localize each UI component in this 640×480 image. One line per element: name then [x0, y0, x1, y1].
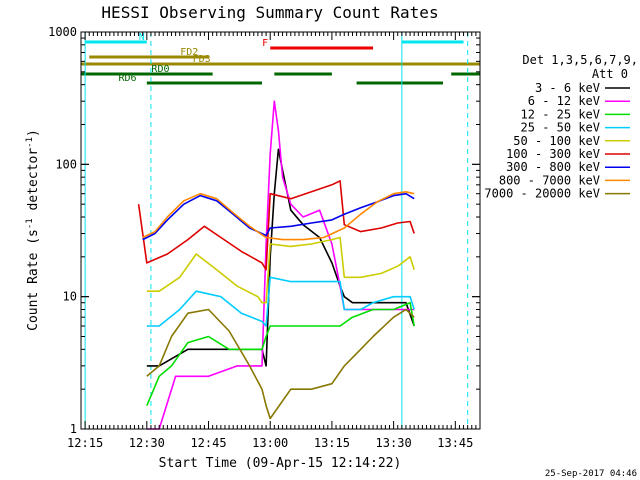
- x-tick-label: 13:00: [252, 436, 288, 450]
- y-tick-label: 100: [55, 157, 77, 171]
- series-line-9: [146, 308, 415, 420]
- x-tick-label: 12:45: [190, 436, 226, 450]
- y-axis-label-end: ): [26, 129, 41, 137]
- legend-entry-label: 12 - 25 keV: [521, 107, 600, 121]
- x-axis-label: Start Time (09-Apr-15 12:14:22): [159, 456, 402, 471]
- flag-label-rd6: RD6: [119, 73, 137, 84]
- y-axis-label-mid: detector: [26, 148, 41, 219]
- y-tick-label: 1: [70, 422, 77, 436]
- series-line-1: [146, 148, 415, 367]
- y-axis: 1 10 100 1000: [48, 25, 480, 436]
- y-tick-label: 1000: [48, 25, 77, 39]
- y-axis-label: Count Rate (s-1 detector-1): [25, 129, 41, 331]
- y-axis-label-main: Count Rate (s: [26, 229, 41, 331]
- legend-header-line1: Det 1,3,5,6,7,9,: [522, 53, 638, 67]
- footer-timestamp: 25-Sep-2017 04:46: [545, 469, 637, 479]
- x-tick-label: 13:30: [376, 436, 412, 450]
- series-line-8: [142, 191, 415, 241]
- flag-label-n: N: [139, 32, 145, 43]
- flag-label-fd3: FD3: [193, 54, 211, 65]
- series-line-6: [137, 180, 415, 271]
- flag-label-rd0: RD0: [151, 64, 169, 75]
- legend-header-line2: Att 0: [592, 67, 628, 81]
- series-group: [137, 100, 415, 430]
- legend-entry-label: 300 - 800 keV: [506, 160, 600, 174]
- series-line-5: [146, 236, 415, 304]
- x-tick-label: 12:30: [129, 436, 165, 450]
- x-tick-label: 13:45: [437, 436, 473, 450]
- y-axis-label-sup2: -1: [25, 137, 35, 148]
- x-tick-label: 12:15: [67, 436, 103, 450]
- y-axis-label-sup1: -1: [25, 218, 35, 229]
- series-line-4: [146, 276, 415, 327]
- legend-entry-label: 50 - 100 keV: [513, 134, 600, 148]
- y-tick-label: 10: [63, 290, 77, 304]
- legend-entry-label: 800 - 7000 keV: [499, 173, 600, 187]
- flag-label-f: F: [262, 38, 268, 49]
- legend-entry-label: 3 - 6 keV: [535, 81, 600, 95]
- plot-frame: [80, 31, 481, 430]
- legend-entry-label: 25 - 50 keV: [521, 121, 600, 135]
- flag-vertical-lines: [84, 32, 469, 429]
- x-axis: 12:15 12:30 12:45 13:00 13:15 13:30 13:45: [67, 32, 481, 450]
- legend-entry-label: 100 - 300 keV: [506, 147, 600, 161]
- x-tick-label: 13:15: [314, 436, 350, 450]
- chart-title: HESSI Observing Summary Count Rates: [101, 3, 438, 22]
- flag-label-fd2: FD2: [180, 47, 198, 58]
- series-line-2: [146, 100, 415, 430]
- legend-entry-label: 6 - 12 keV: [528, 94, 600, 108]
- series-line-3: [146, 301, 415, 407]
- legend-entry-label: 7000 - 20000 keV: [484, 187, 600, 201]
